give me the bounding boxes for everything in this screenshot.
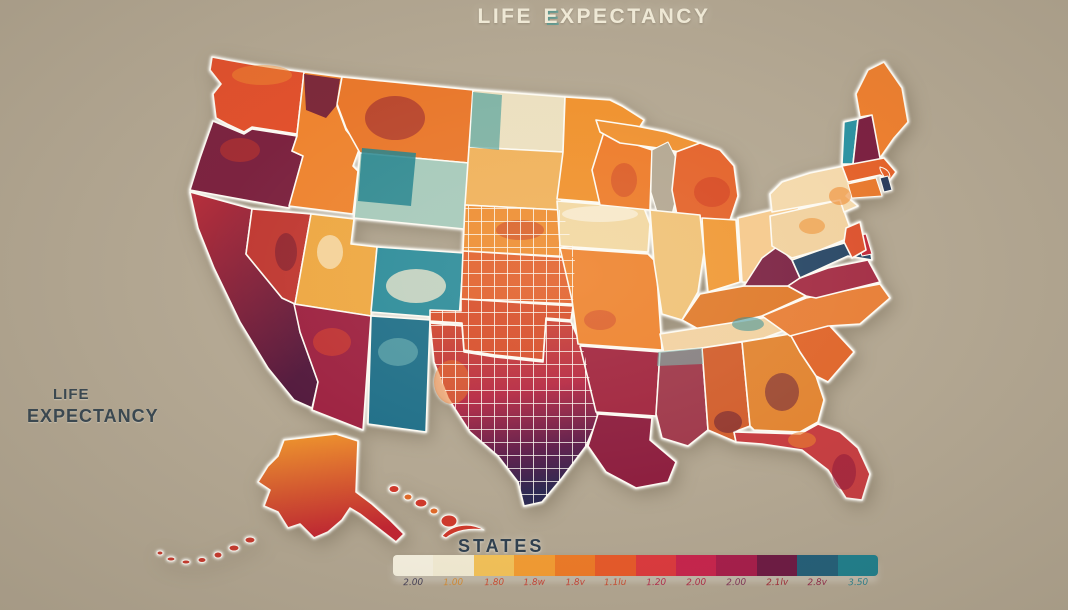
legend-swatch [675,555,717,576]
state-connecticut [847,177,883,199]
state-louisiana [587,413,677,489]
texture-accent [317,235,343,269]
texture-accent [275,233,297,271]
hawaii-island [388,485,400,493]
aleutian-island [156,550,164,556]
texture-accent [470,92,502,150]
texture-accent [358,148,416,206]
aleutian-island [166,556,176,562]
texture-accent [732,317,764,331]
state-alaska [257,433,405,543]
state-oregon [189,120,304,209]
hawaii-island [403,493,413,501]
title-word-xpectancy: XPECTANCY [560,5,711,28]
texture-accent [832,454,856,490]
hawaii-island [414,498,428,508]
page-title: LIFE EXPECTANCY [120,5,1068,29]
state-illinois [649,209,705,321]
legend-title: STATES [458,536,545,556]
texture-accent [562,206,638,222]
legend-tick: 2.00 [726,577,747,589]
legend-swatch [393,555,434,576]
texture-accent [232,65,292,85]
legend-swatch [595,555,636,576]
aleutian-island [213,551,223,559]
hawaii-island [440,514,458,528]
texture-accent [788,432,816,448]
county-grid-oklahoma [430,299,573,360]
texture-accent [799,218,825,234]
legend-swatch [433,555,474,576]
texture-accent [365,96,425,140]
state-massachusetts [841,157,897,183]
legend-swatch [514,555,555,576]
texture-accent [220,138,260,162]
state-rhode-island [879,175,893,193]
legend-tick: 2.8v [807,577,828,589]
legend-tick: 2.00 [403,577,424,589]
county-grid-texas [430,320,598,506]
texture-accent [829,187,851,205]
texture-accent [694,177,730,207]
county-grid-nebraska [463,205,575,257]
legend-swatch [473,555,515,576]
title-accent-letter: E [543,5,561,28]
aleutian-island [197,557,207,563]
state-new-jersey [843,221,867,259]
texture-accent [611,163,637,197]
texture-accent [386,269,446,303]
county-grid-kansas [461,251,575,304]
side-label: LIFE EXPECTANCY [27,386,187,427]
legend-swatch [554,555,596,576]
legend-tick-labels: 2.00 1.00 1.80 1.8w 1.8v 1.1lu 1.20 2.00… [393,577,878,589]
texture-accent [313,328,351,356]
state-indiana [701,217,741,293]
aleutian-island [228,544,240,552]
legend-tick: 1.8w [523,577,546,589]
legend-tick: 1.20 [645,577,666,589]
state-new-mexico [367,315,431,433]
texture-accent [714,411,742,433]
legend-tick: 2.1lv [765,577,789,589]
side-label-line1: LIFE [53,386,90,403]
texture-accent [378,338,418,366]
state-maine [855,61,909,159]
state-nevada [245,208,312,305]
texture-accent [657,348,703,366]
legend-colorbar [393,555,878,576]
legend-swatch [756,555,798,576]
legend-swatch [716,555,757,576]
aleutian-island [244,536,256,544]
texture-accent [765,373,799,411]
texture-accent [304,74,340,118]
aleutian-island [181,559,191,565]
title-word-life: LIFE [477,5,533,28]
legend-swatch [837,555,878,576]
legend-swatch [797,555,838,576]
texture-accent [584,310,616,330]
hawaii-island [429,507,439,515]
legend-tick: 3.50 [847,577,869,589]
side-label-line2: EXPECTANCY [27,405,159,426]
legend-tick: 1.1lu [603,577,627,589]
legend-swatch [635,555,676,576]
legend-tick: 1.8v [564,577,585,589]
legend-tick: 1.00 [443,577,464,589]
hawaii-island-accent [441,524,485,539]
state-south-dakota [464,146,564,211]
legend-tick: 1.80 [483,577,505,589]
legend-tick: 2.00 [686,577,707,589]
